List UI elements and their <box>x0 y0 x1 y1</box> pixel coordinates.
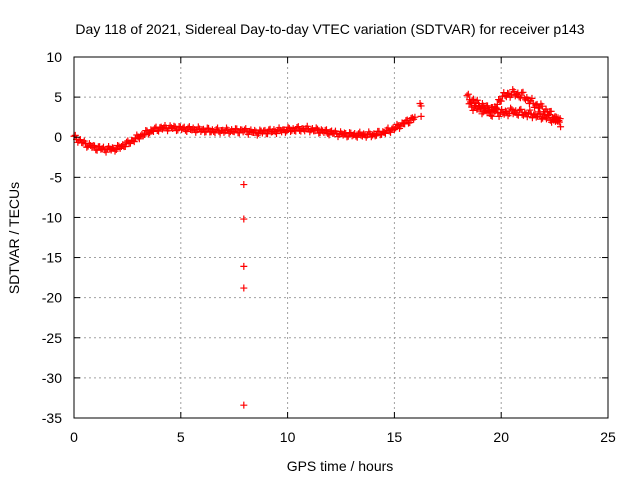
data-point <box>189 124 197 132</box>
data-point <box>466 98 474 106</box>
outlier-point <box>417 112 425 120</box>
data-point <box>233 125 241 133</box>
data-point <box>264 130 272 138</box>
data-point <box>528 94 536 102</box>
y-tick-label: 10 <box>46 49 62 65</box>
data-point <box>519 88 527 96</box>
data-point <box>500 89 508 97</box>
data-point <box>542 115 550 123</box>
x-tick-label: 20 <box>493 429 509 445</box>
data-point <box>411 113 419 121</box>
data-point <box>464 90 472 98</box>
plot-frame <box>73 56 609 419</box>
data-point <box>401 120 409 128</box>
data-point <box>272 130 280 138</box>
data-point <box>463 92 471 100</box>
y-tick-label: 0 <box>54 129 62 145</box>
outlier-point <box>417 102 425 110</box>
outlier-point <box>240 401 248 409</box>
data-point <box>497 97 505 105</box>
data-point <box>556 115 564 123</box>
data-point <box>111 147 119 155</box>
x-tick-labels: 0 5 10 15 20 25 <box>70 429 616 445</box>
y-tick-labels: 10 5 0 -5 -10 -15 -20 -25 -30 -35 <box>42 49 62 426</box>
data-point <box>353 133 361 141</box>
y-tick-label: -30 <box>42 370 62 386</box>
data-point <box>526 106 534 114</box>
data-point <box>493 100 501 108</box>
data-point <box>521 108 529 116</box>
data-point <box>242 125 250 133</box>
data-point <box>515 93 523 101</box>
data-point <box>102 148 110 156</box>
data-point <box>557 123 565 131</box>
axis-ticks <box>73 56 609 419</box>
data-point <box>281 128 289 136</box>
y-tick-label: -15 <box>42 250 62 266</box>
grid-lines <box>74 57 608 418</box>
data-point <box>538 102 546 110</box>
y-tick-label: -5 <box>50 169 63 185</box>
data-point <box>487 112 495 120</box>
data-point <box>325 131 333 139</box>
y-tick-label: -20 <box>42 290 62 306</box>
y-tick-label: 5 <box>54 89 62 105</box>
data-point <box>498 106 506 114</box>
data-point <box>536 110 544 118</box>
data-point <box>158 125 166 133</box>
data-point <box>91 142 99 150</box>
data-point <box>322 126 330 134</box>
chart-title: Day 118 of 2021, Sidereal Day-to-day VTE… <box>75 21 584 37</box>
data-point <box>294 123 302 131</box>
data-point <box>532 113 540 121</box>
data-point <box>356 128 364 136</box>
data-point <box>387 128 395 136</box>
outlier-point <box>240 181 248 189</box>
data-point <box>517 105 525 113</box>
data-point <box>71 131 79 139</box>
y-tick-label: -10 <box>42 209 62 225</box>
x-tick-label: 5 <box>177 429 185 445</box>
data-point <box>155 127 163 135</box>
data-point <box>343 133 351 141</box>
outlier-point <box>240 215 248 223</box>
outlier-point <box>240 284 248 292</box>
data-point <box>312 124 320 132</box>
data-point <box>492 104 500 112</box>
data-point <box>381 129 389 137</box>
data-point <box>225 129 233 137</box>
x-axis-title: GPS time / hours <box>287 458 394 474</box>
data-point <box>183 128 191 136</box>
data-point <box>121 143 129 151</box>
data-points <box>70 86 565 409</box>
y-tick-label: -25 <box>42 330 62 346</box>
y-tick-label: -35 <box>42 410 62 426</box>
data-point <box>547 107 555 115</box>
data-point <box>214 124 222 132</box>
data-point <box>144 130 152 138</box>
x-tick-label: 25 <box>600 429 616 445</box>
data-point <box>130 138 138 146</box>
data-point <box>406 119 414 127</box>
data-point <box>220 128 228 136</box>
data-point <box>473 96 481 104</box>
data-point <box>495 112 503 120</box>
outlier-point <box>240 262 248 270</box>
data-point <box>284 123 292 131</box>
data-point <box>393 120 401 128</box>
data-point <box>173 127 181 135</box>
data-point <box>507 104 515 112</box>
data-point <box>93 146 101 154</box>
data-point <box>469 106 477 114</box>
data-point <box>501 107 509 115</box>
x-tick-label: 0 <box>70 429 78 445</box>
y-axis-title: SDTVAR / TECUs <box>6 182 22 294</box>
data-point <box>516 106 524 114</box>
x-tick-label: 15 <box>387 429 403 445</box>
x-tick-label: 10 <box>280 429 296 445</box>
data-point <box>523 113 531 121</box>
data-point <box>139 132 147 140</box>
data-point <box>488 112 496 120</box>
